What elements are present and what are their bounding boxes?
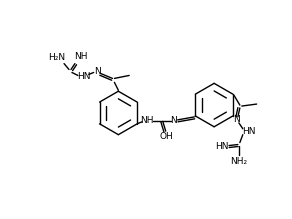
Text: NH: NH bbox=[140, 116, 154, 125]
Text: H₂N: H₂N bbox=[48, 53, 66, 62]
Text: N: N bbox=[234, 115, 240, 124]
Text: HN: HN bbox=[215, 142, 229, 151]
Text: NH: NH bbox=[74, 52, 88, 61]
Text: N: N bbox=[94, 67, 101, 76]
Text: N: N bbox=[170, 116, 177, 125]
Text: NH₂: NH₂ bbox=[230, 157, 247, 166]
Text: OH: OH bbox=[160, 132, 174, 141]
Text: HN: HN bbox=[77, 72, 91, 81]
Text: HN: HN bbox=[242, 127, 256, 136]
